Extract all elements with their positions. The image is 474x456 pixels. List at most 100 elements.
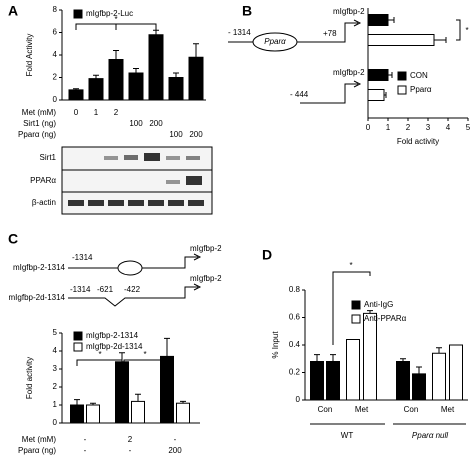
error-bar [164,337,170,357]
condition-value: 2 [114,108,119,117]
bar [412,373,426,401]
error-bar [416,366,422,374]
significance-bracket [456,19,461,41]
x-tick-label: 1 [386,123,391,132]
error-bar [434,37,447,43]
error-bar [173,72,179,78]
bar [68,89,84,101]
bar [131,400,145,424]
bar [176,402,190,424]
y-tick-label: 2 [53,382,58,391]
bar [363,312,377,401]
legend-label: Pparα [410,85,432,94]
error-bar [153,29,159,35]
condition-value: - [174,435,177,444]
bar [188,56,204,101]
blot-label: β-actin [32,198,56,207]
panel-label: C [8,231,18,247]
legend-swatch [397,71,407,81]
legend-swatch [397,85,407,95]
blot-label: Sirt1 [40,153,57,162]
error-bar [400,358,406,362]
condition-value: 2 [128,435,133,444]
significance-bracket [75,23,157,30]
bar [108,59,124,101]
y-tick-label: 4 [53,50,58,59]
construct-start: - 1314 [228,28,251,37]
bar [128,72,144,101]
error-bar [330,354,336,362]
construct-position: -1314 [70,285,91,294]
panel-label: B [242,3,252,19]
legend-swatch [73,342,83,352]
error-bar [388,17,395,23]
x-tick-label: 5 [466,123,471,132]
y-tick-label: 8 [53,5,58,14]
construct-gene: mIgfbp-2 [333,7,365,16]
legend-label: mIgfbp-2-1314 [86,331,139,340]
y-tick-label: 0.6 [289,313,301,322]
construct-end: +78 [323,29,337,38]
y-tick-label: 0.4 [289,340,301,349]
error-bar [367,310,373,314]
construct-name: mIgfbp-2-1314 [13,263,66,272]
construct-position: -621 [97,285,114,294]
error-bar [133,68,139,73]
significance-bracket [332,271,371,345]
y-tick-label: 4 [53,346,58,355]
y-tick-label: 0 [296,395,301,404]
bar [396,361,410,401]
x-tick-label: Con [318,405,333,414]
legend-label: mIgfbp-2-Luc [86,9,133,18]
error-bar [388,72,393,78]
bar [168,77,184,101]
construct-position: -422 [124,285,141,294]
error-bar [90,402,96,405]
construct-position: -1314 [72,253,93,262]
blot-label: PPARα [30,176,56,185]
legend-label: CON [410,71,428,80]
bar [70,404,84,424]
condition-label: Pparα (ng) [18,446,56,455]
condition-value: 0 [74,108,79,117]
y-tick-label: 0 [53,418,58,427]
error-bar [193,43,199,58]
error-bar [436,347,442,354]
legend-swatch [351,300,361,310]
annotation: * [465,26,468,35]
construct-start: - 444 [290,90,309,99]
annotation: * [349,261,352,270]
bar [346,339,360,401]
y-axis-label: Fold activity [25,357,34,399]
bar [367,14,389,26]
condition-value: 1 [94,108,99,117]
condition-value: - [84,446,87,455]
bar [148,34,164,101]
group-label: WT [341,431,354,440]
condition-label: Sirt1 (ng) [23,119,56,128]
error-bar [93,74,99,79]
y-tick-label: 6 [53,28,58,37]
annotation: * [114,15,117,24]
error-bar [135,393,141,402]
legend-label: Anti-PPARα [364,314,407,323]
x-tick-label: Met [441,405,455,414]
condition-value: - [84,435,87,444]
bar [115,361,129,424]
y-tick-label: 0.8 [289,285,301,294]
error-bar [73,88,79,90]
construct-element [252,32,298,52]
bar [326,361,340,401]
y-axis-label: Fold Activity [25,34,34,77]
legend-label: mIgfbp-2d-1314 [86,342,143,351]
x-tick-label: Con [404,405,419,414]
construct-line [68,283,202,307]
legend-swatch [73,9,83,19]
panel-label: A [8,3,18,19]
x-tick-label: 4 [446,123,451,132]
bar [160,355,174,424]
x-tick-label: 3 [426,123,431,132]
panel-label: D [262,247,272,263]
condition-label: Met (mM) [22,108,57,117]
